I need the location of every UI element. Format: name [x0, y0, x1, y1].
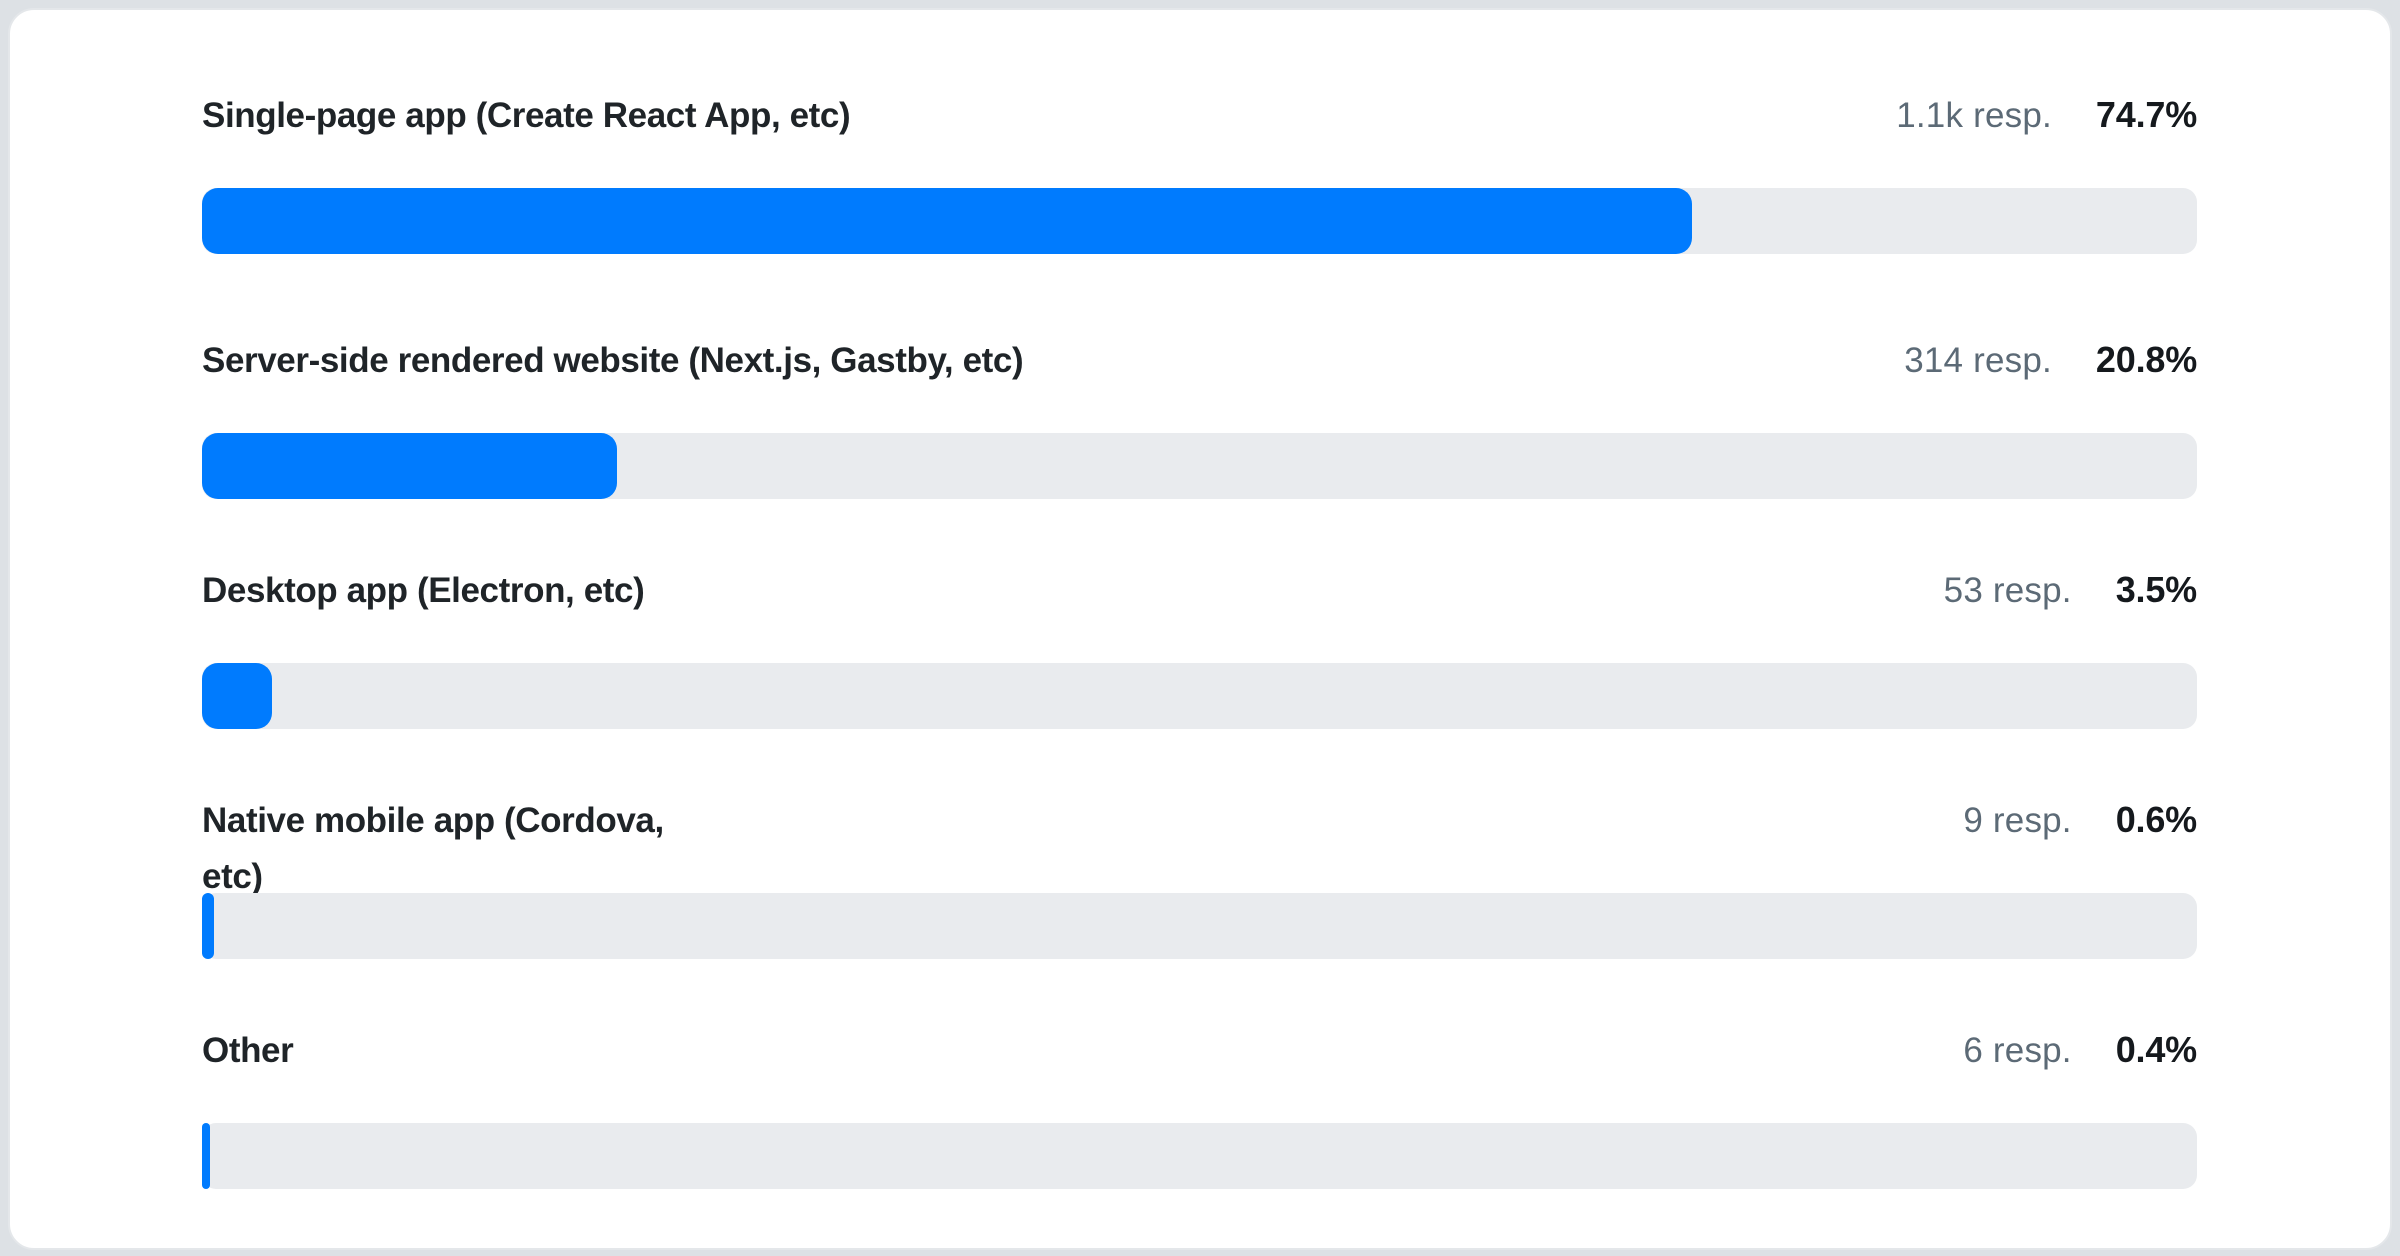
- response-count: 6 resp.: [1963, 1031, 2072, 1070]
- option-label: Single-page app (Create React App, etc): [202, 96, 851, 135]
- bar-track: [202, 663, 2197, 729]
- survey-option-row: Other 6 resp. 0.4%: [202, 1023, 2197, 1248]
- bar-chart: Single-page app (Create React App, etc) …: [202, 88, 2197, 1248]
- response-count: 314 resp.: [1904, 341, 2052, 380]
- survey-results-card: Single-page app (Create React App, etc) …: [8, 8, 2392, 1250]
- percentage-value: 3.5%: [2115, 569, 2197, 610]
- option-values: 1.1k resp. 74.7%: [1896, 94, 2197, 136]
- option-label-row: Server-side rendered website (Next.js, G…: [202, 333, 2197, 389]
- response-count: 53 resp.: [1943, 571, 2072, 610]
- bar-fill: [202, 188, 1693, 254]
- option-label: Desktop app (Electron, etc): [202, 571, 645, 610]
- bar-fill: [202, 1123, 210, 1189]
- option-values: 6 resp. 0.4%: [1963, 1029, 2197, 1071]
- option-label-row: Other 6 resp. 0.4%: [202, 1023, 2197, 1079]
- option-label: Other: [202, 1031, 294, 1070]
- bar-track: [202, 433, 2197, 499]
- percentage-value: 74.7%: [2095, 94, 2197, 135]
- bar-fill: [202, 433, 617, 499]
- percentage-value: 0.6%: [2115, 799, 2197, 840]
- bar-track: [202, 1123, 2197, 1189]
- option-values: 314 resp. 20.8%: [1904, 339, 2197, 381]
- bar-fill: [202, 893, 214, 959]
- survey-option-row: Server-side rendered website (Next.js, G…: [202, 333, 2197, 563]
- survey-option-row: Desktop app (Electron, etc) 53 resp. 3.5…: [202, 563, 2197, 793]
- bar-track: [202, 188, 2197, 254]
- survey-option-row: Single-page app (Create React App, etc) …: [202, 88, 2197, 333]
- option-label-row: Native mobile app (Cordova, etc) 9 resp.…: [202, 793, 2197, 905]
- bar-track: [202, 893, 2197, 959]
- survey-option-row: Native mobile app (Cordova, etc) 9 resp.…: [202, 793, 2197, 1023]
- option-label-row: Desktop app (Electron, etc) 53 resp. 3.5…: [202, 563, 2197, 619]
- option-values: 9 resp. 0.6%: [1963, 799, 2197, 841]
- option-label: Server-side rendered website (Next.js, G…: [202, 341, 1024, 380]
- option-values: 53 resp. 3.5%: [1943, 569, 2198, 611]
- response-count: 9 resp.: [1963, 801, 2072, 840]
- option-label-row: Single-page app (Create React App, etc) …: [202, 88, 2197, 144]
- bar-fill: [202, 663, 272, 729]
- response-count: 1.1k resp.: [1896, 96, 2052, 135]
- option-label: Native mobile app (Cordova, etc): [202, 801, 664, 896]
- percentage-value: 0.4%: [2115, 1029, 2197, 1070]
- percentage-value: 20.8%: [2095, 339, 2197, 380]
